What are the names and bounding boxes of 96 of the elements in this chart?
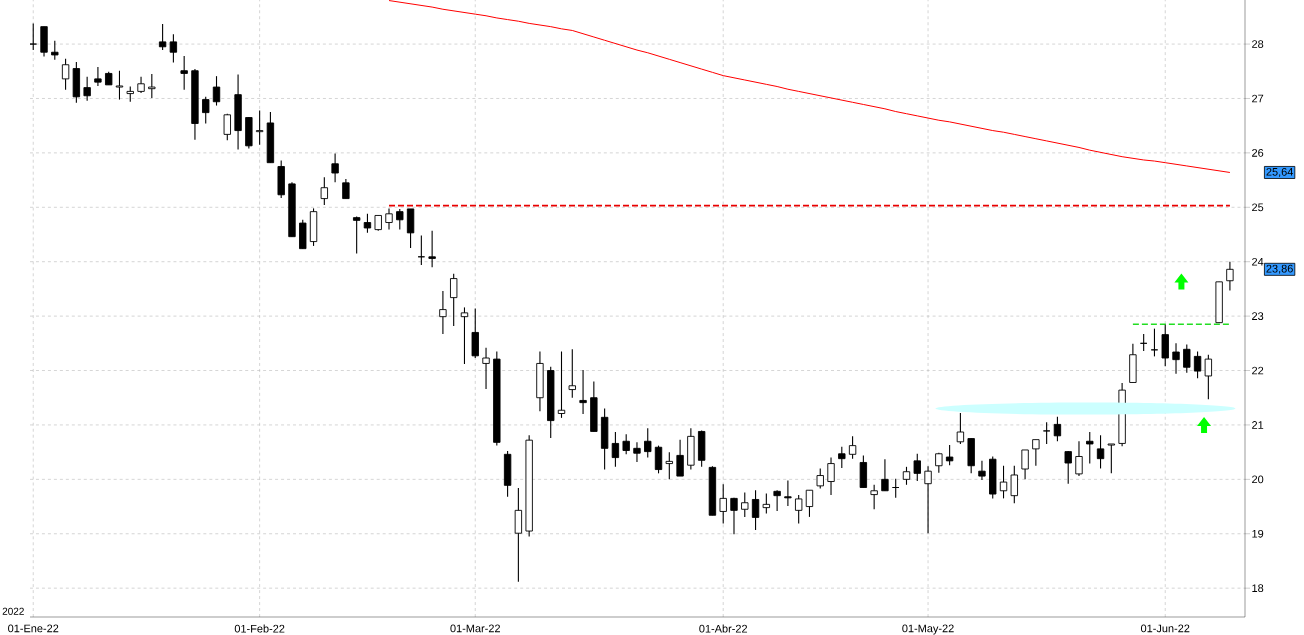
y-tick-label: 24: [1252, 257, 1264, 266]
y-tick-label: 26: [1252, 149, 1264, 157]
candlestick: [557, 350, 566, 419]
candlestick: [1193, 350, 1202, 379]
candlestick: [1226, 261, 1234, 292]
candlestick: [460, 306, 469, 365]
candlestick: [158, 23, 167, 51]
candlestick: [633, 441, 641, 463]
candlestick: [320, 176, 328, 206]
x-tick-label: 01-Feb-22: [234, 624, 285, 633]
candlestick: [1032, 439, 1040, 467]
candlestick: [1096, 434, 1105, 470]
candlestick: [428, 230, 436, 268]
candlestick: [83, 76, 91, 102]
candlestick: [1161, 324, 1169, 367]
candlestick: [644, 427, 652, 459]
candlestick: [978, 460, 986, 481]
text: 23,86: [1266, 264, 1293, 274]
candlestick: [180, 55, 188, 91]
candlestick: [924, 465, 932, 534]
candlestick: [741, 491, 749, 518]
candlestick: [568, 348, 576, 399]
candlestick: [827, 457, 835, 496]
y-tick-label: 20: [1252, 475, 1264, 484]
candlestick: [51, 40, 59, 61]
candlestick: [1053, 416, 1062, 442]
candlestick: [1086, 431, 1094, 465]
candlestick: [1183, 343, 1191, 374]
candlestick: [406, 208, 415, 249]
candlestick: [1107, 443, 1116, 474]
candlestick: [730, 497, 738, 535]
candlestick: [784, 479, 792, 507]
x-tick-label: 01-Abr-22: [699, 624, 748, 633]
candlestick: [719, 483, 727, 524]
candlestick: [331, 152, 339, 183]
candlestick: [1042, 421, 1051, 445]
candlestick: [439, 290, 447, 335]
y-tick-label: 22: [1252, 366, 1264, 375]
text: 25,64: [1266, 167, 1294, 178]
candlestick: [255, 109, 264, 146]
candlestick: [611, 431, 620, 468]
candlestick: [1064, 450, 1072, 485]
x-tick-label: 01-Jun-22: [1140, 624, 1190, 633]
text: 2022: [2, 607, 24, 615]
candlestick: [29, 22, 37, 51]
candlestick: [61, 58, 70, 91]
candlestick: [202, 96, 210, 125]
candlestick: [94, 66, 102, 87]
y-tick-label: 18: [1252, 584, 1264, 593]
candlestick: [1204, 354, 1213, 400]
candlestick: [450, 273, 458, 327]
candlestick: [622, 433, 630, 455]
y-tick-label: 19: [1252, 529, 1264, 538]
candlestick: [956, 412, 965, 445]
candlestick: [385, 207, 393, 231]
candlestick: [212, 75, 221, 107]
candlestick: [223, 113, 231, 141]
candlestick: [514, 487, 523, 583]
candlestick: [762, 492, 771, 515]
candlestick: [805, 489, 814, 518]
y-tick-label: 25: [1252, 203, 1264, 212]
candlestick: [579, 369, 587, 415]
candlestick: [913, 453, 921, 482]
y-tick-label: 23: [1252, 312, 1264, 320]
y-tick-label: 27: [1252, 94, 1264, 103]
candlestick: [751, 489, 760, 531]
candlestick: [148, 73, 156, 99]
candlestick: [945, 444, 954, 466]
candlestick: [999, 465, 1008, 499]
candlestick: [169, 33, 178, 64]
candlestick: [773, 489, 781, 512]
y-tick-label: 28: [1252, 40, 1264, 48]
x-tick-label: 01-Mar-22: [450, 624, 500, 633]
candlestick: [396, 208, 404, 231]
candlestick: [1172, 342, 1180, 375]
candlestick: [665, 451, 673, 480]
candlestick: [1075, 440, 1083, 477]
candlestick: [870, 484, 878, 510]
candlestick: [838, 446, 846, 469]
x-tick-label: 01-Ene-22: [8, 624, 59, 633]
candlestick: [881, 458, 889, 492]
candlestick: [115, 70, 124, 101]
candlestick: [795, 494, 803, 524]
candlestick: [848, 435, 857, 460]
y-tick-label: 21: [1252, 421, 1264, 429]
candlestick: [482, 347, 490, 390]
candlestick: [471, 307, 479, 359]
candlestick: [342, 178, 350, 200]
candlestick: [676, 439, 684, 477]
candlestick: [816, 467, 824, 490]
candlestick: [363, 213, 372, 234]
candlestick: [654, 445, 663, 474]
x-tick-label: 01-May-22: [902, 624, 954, 635]
candlestick: [1021, 449, 1029, 480]
candlestick: [1010, 465, 1018, 504]
candlestick: [352, 215, 361, 255]
